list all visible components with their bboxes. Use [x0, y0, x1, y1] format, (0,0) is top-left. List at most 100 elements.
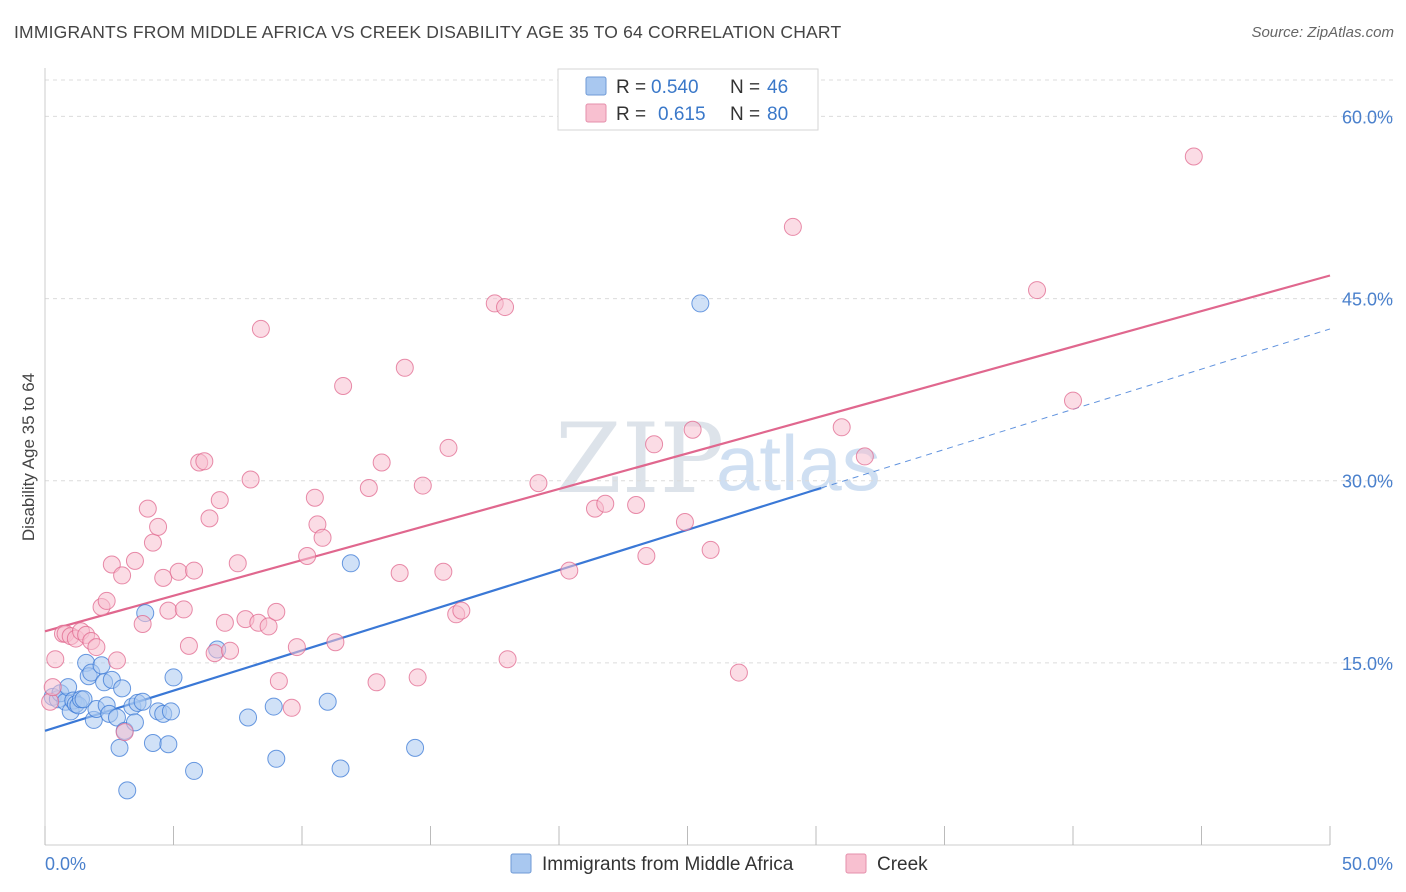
- y-tick-label: 60.0%: [1342, 107, 1393, 127]
- point-creek: [143, 533, 162, 552]
- stats-r-label: R =: [616, 104, 646, 125]
- point-immigrants-middle-africa: [406, 738, 425, 757]
- point-creek: [637, 547, 656, 565]
- point-immigrants-middle-africa: [264, 697, 283, 716]
- point-creek: [282, 698, 301, 717]
- legend-swatch-blue: [510, 853, 532, 874]
- point-creek: [228, 554, 247, 573]
- point-creek: [1184, 147, 1203, 166]
- point-creek: [221, 641, 240, 660]
- stats-n-label: N =: [730, 77, 760, 98]
- point-creek: [97, 591, 116, 610]
- stats-n-label: N =: [730, 104, 760, 125]
- point-creek: [701, 540, 720, 559]
- point-immigrants-middle-africa: [185, 761, 204, 780]
- point-creek: [560, 561, 579, 580]
- legend: Immigrants from Middle Africa Creek: [510, 853, 928, 875]
- point-creek: [154, 568, 173, 587]
- point-creek: [395, 358, 414, 377]
- stats-swatch-blue: [585, 76, 607, 96]
- watermark-atlas: atlas: [716, 419, 881, 507]
- chart-title: IMMIGRANTS FROM MIDDLE AFRICA VS CREEK D…: [14, 22, 842, 42]
- point-immigrants-middle-africa: [161, 702, 180, 721]
- point-immigrants-middle-africa: [107, 708, 126, 727]
- x-tick-label: 50.0%: [1342, 854, 1393, 874]
- point-creek: [498, 650, 517, 669]
- stats-box: R = 0.540 N = 46 R = 0.615 N = 80: [557, 68, 819, 131]
- stats-r-label: R =: [616, 77, 646, 98]
- point-creek: [269, 672, 288, 691]
- point-creek: [529, 474, 548, 493]
- point-creek: [138, 499, 157, 518]
- point-immigrants-middle-africa: [331, 759, 350, 778]
- y-tick-label: 30.0%: [1342, 472, 1393, 492]
- point-creek: [179, 636, 198, 655]
- point-creek: [439, 438, 458, 457]
- point-creek: [413, 476, 432, 495]
- point-creek: [113, 566, 132, 585]
- point-immigrants-middle-africa: [143, 734, 162, 752]
- legend-label-pink: Creek: [877, 854, 928, 875]
- point-creek: [215, 613, 234, 632]
- point-creek: [434, 562, 453, 581]
- point-creek: [496, 298, 515, 317]
- chart-source: Source: ZipAtlas.com: [1251, 24, 1394, 41]
- point-immigrants-middle-africa: [341, 554, 360, 573]
- trend-line-creek: [44, 274, 1331, 633]
- point-creek: [195, 452, 214, 471]
- axes: [44, 68, 1331, 846]
- point-creek: [1028, 281, 1047, 300]
- data-points: [41, 147, 1203, 800]
- point-immigrants-middle-africa: [92, 656, 111, 675]
- point-creek: [627, 496, 646, 514]
- point-immigrants-middle-africa: [691, 294, 710, 313]
- point-creek: [43, 678, 62, 697]
- stats-swatch-pink: [585, 103, 607, 123]
- y-axis-title: Disability Age 35 to 64: [19, 373, 38, 541]
- point-creek: [287, 638, 306, 657]
- legend-label-blue: Immigrants from Middle Africa: [542, 854, 794, 875]
- point-creek: [133, 615, 152, 633]
- point-immigrants-middle-africa: [74, 690, 93, 709]
- tick-labels: 15.0% 30.0% 45.0% 60.0% 0.0% 50.0%: [45, 107, 1393, 874]
- point-creek: [46, 650, 65, 669]
- point-creek: [372, 453, 391, 472]
- point-creek: [855, 447, 874, 466]
- point-creek: [125, 551, 144, 570]
- point-creek: [205, 644, 224, 663]
- point-creek: [832, 418, 851, 437]
- point-creek: [305, 488, 324, 507]
- point-creek: [210, 491, 229, 510]
- point-creek: [596, 494, 615, 513]
- point-creek: [313, 528, 332, 547]
- point-creek: [408, 668, 427, 687]
- point-creek: [185, 561, 204, 580]
- stats-r-value: 0.540: [651, 77, 699, 98]
- point-creek: [149, 517, 168, 536]
- x-tick-label: 0.0%: [45, 854, 86, 874]
- stats-n-value: 46: [767, 77, 788, 98]
- point-creek: [251, 319, 270, 338]
- legend-swatch-pink: [845, 853, 867, 874]
- point-immigrants-middle-africa: [267, 749, 286, 768]
- trend-line-immigrants: [44, 486, 822, 732]
- point-creek: [259, 617, 278, 636]
- stats-r-value: 0.615: [658, 104, 706, 125]
- point-creek: [169, 562, 188, 581]
- point-creek: [452, 601, 471, 620]
- point-creek: [115, 723, 134, 742]
- point-creek: [367, 673, 386, 692]
- point-creek: [87, 638, 106, 657]
- point-immigrants-middle-africa: [159, 735, 178, 754]
- y-tick-label: 15.0%: [1342, 654, 1393, 674]
- y-tick-label: 45.0%: [1342, 290, 1393, 310]
- point-immigrants-middle-africa: [133, 692, 152, 711]
- point-creek: [783, 217, 802, 236]
- point-creek: [334, 377, 353, 395]
- point-creek: [359, 479, 378, 497]
- point-creek: [326, 633, 345, 652]
- stats-n-value: 80: [767, 104, 788, 125]
- point-creek: [174, 600, 193, 619]
- point-immigrants-middle-africa: [110, 738, 129, 757]
